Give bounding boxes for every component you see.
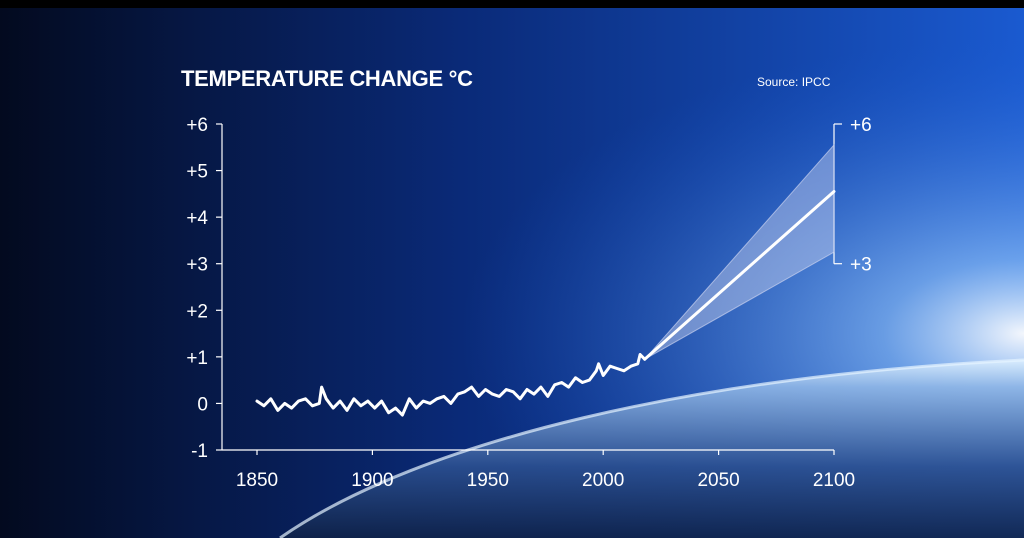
y-tick-label: +5: [186, 162, 208, 183]
x-tick-label: 1850: [236, 470, 278, 491]
chart-source: Source: IPCC: [757, 75, 831, 89]
top-edge: [0, 0, 1024, 8]
x-tick-label: 2000: [582, 470, 624, 491]
x-tick-label: 1900: [351, 470, 393, 491]
x-tick-label: 2100: [813, 470, 855, 491]
x-tick-label: 1950: [467, 470, 509, 491]
projected-temperature-line: [643, 190, 836, 361]
y-tick-label: +1: [186, 348, 208, 369]
earth-atmosphere-rim: [279, 358, 1024, 538]
y-tick-label: +2: [186, 301, 208, 322]
y-tick-label: -1: [191, 441, 208, 462]
tick-label-layer: +6 +5 +4 +3 +2 +1 0 -1 1850 1900 1950 2000 2050 2100 +…: [186, 115, 871, 491]
projection-range-low-label: +3: [850, 255, 872, 276]
projection-range-high-label: +6: [850, 115, 872, 136]
x-tick-label: 2050: [697, 470, 739, 491]
projection-band-layer: [644, 143, 835, 360]
earth-horizon: [280, 360, 1024, 538]
y-tick-label: +6: [186, 115, 208, 136]
y-tick-label: 0: [197, 394, 208, 415]
observed-temperature-line: [255, 353, 647, 417]
y-tick-label: +3: [186, 255, 208, 276]
series-layer: [255, 190, 836, 417]
y-tick-label: +4: [186, 208, 208, 229]
chart-title: TEMPERATURE CHANGE °C: [181, 66, 473, 91]
projection-band: [644, 143, 835, 360]
